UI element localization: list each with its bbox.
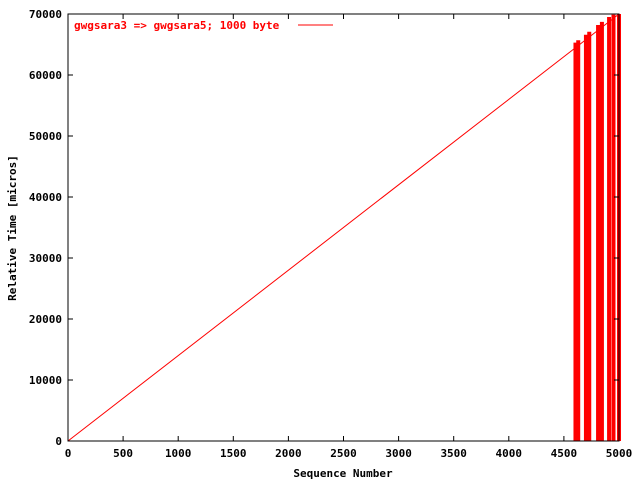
y-tick-label: 10000: [29, 374, 62, 387]
x-tick-label: 1000: [165, 447, 192, 460]
plot-frame: [67, 13, 620, 442]
y-tick-label: 70000: [29, 8, 62, 21]
y-tick-label: 50000: [29, 130, 62, 143]
x-axis-title: Sequence Number: [293, 467, 393, 480]
x-tick-label: 3500: [440, 447, 467, 460]
y-tick-label: 60000: [29, 69, 62, 82]
y-tick-label: 0: [55, 435, 62, 448]
legend-label: gwgsara3 => gwgsara5; 1000 byte: [74, 19, 280, 32]
x-tick-label: 500: [113, 447, 133, 460]
x-tick-label: 2000: [275, 447, 302, 460]
x-tick-label: 3000: [385, 447, 412, 460]
legend: gwgsara3 => gwgsara5; 1000 byte: [74, 19, 333, 32]
x-tick-label: 2500: [330, 447, 357, 460]
axis-ticks: 0 500 1000 1500 2000 2500 3000 3500 4000 4500 5000…: [29, 8, 632, 460]
x-tick-label: 5000: [606, 447, 633, 460]
y-tick-label: 40000: [29, 191, 62, 204]
y-axis-title: Relative Time [micros]: [6, 155, 19, 301]
x-tick-label: 4000: [496, 447, 523, 460]
y-tick-label: 30000: [29, 252, 62, 265]
series-line: [67, 13, 620, 442]
x-tick-label: 0: [65, 447, 72, 460]
x-tick-label: 1500: [220, 447, 247, 460]
y-tick-label: 20000: [29, 313, 62, 326]
x-tick-label: 4500: [551, 447, 578, 460]
